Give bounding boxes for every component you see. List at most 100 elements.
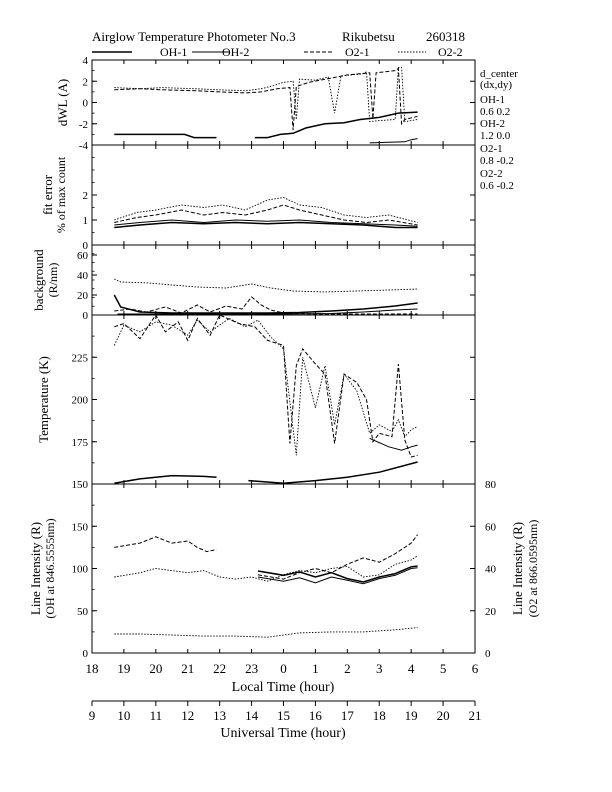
series-o2-1-fit-error: [114, 204, 418, 226]
chart-header: Airglow Temperature Photometer No.3 Riku…: [92, 29, 465, 44]
y-tick-label: 0: [83, 310, 89, 322]
local-tick-label: 3: [376, 661, 383, 676]
y-tick-label: 225: [72, 352, 89, 364]
y-tick-label: 150: [72, 479, 89, 491]
series-oh-1-fit-error: [114, 221, 418, 229]
y-axis-label-2: (R/nm): [46, 263, 60, 298]
y2-tick-label: 60: [485, 521, 497, 533]
series-oh-2-dwl: [369, 138, 418, 144]
series-oh-1-line-intensity: [257, 565, 418, 583]
local-tick-label: 23: [245, 661, 258, 676]
y2-axis-label: Line Intensity (R): [510, 522, 525, 615]
series-oh-1-background: [113, 294, 418, 314]
note-value-o2-2: 0.6 -0.2: [480, 180, 514, 192]
series-o2-2-temperature: [113, 317, 418, 456]
ut-tick-label: 13: [213, 708, 226, 723]
panel-temperature: 225 200 175 150 Temperature (K): [36, 314, 476, 491]
y-axis-label: background: [31, 249, 46, 311]
y-axis-label: Temperature (K): [36, 356, 51, 443]
ut-tick-label: 17: [341, 708, 355, 723]
note-value-o2-1: 0.8 -0.2: [480, 155, 514, 167]
ut-axis-label: Universal Time (hour): [220, 726, 346, 741]
y-tick-label: 100: [72, 564, 89, 576]
y-tick-label: 1: [83, 215, 89, 227]
series-o2-2-dwl: [114, 66, 418, 123]
series-o2-1-line-intensity: [257, 534, 418, 580]
y-tick-label: 20: [77, 290, 89, 302]
series-o2-2-line-intensity: [114, 627, 418, 638]
date-label: 260318: [426, 29, 465, 44]
series-o2-1-temperature: [114, 315, 418, 458]
local-tick-label: 18: [86, 661, 99, 676]
local-tick-label: 5: [440, 661, 447, 676]
note-label-oh-1: OH-1: [480, 94, 505, 106]
ut-tick-label: 14: [245, 708, 259, 723]
y-tick-label: 2: [83, 76, 89, 88]
legend: OH-1 OH-2 O2-1 O2-2: [92, 45, 463, 59]
y-tick-label: 200: [72, 395, 89, 407]
note-label-o2-1: O2-1: [480, 143, 503, 155]
ut-tick-label: 18: [373, 708, 386, 723]
panel-frame-background: [91, 244, 476, 316]
note-label-o2-2: O2-2: [480, 168, 503, 180]
panel-dwl: 4 2 0 -2 -4 dWL (A): [55, 55, 476, 152]
series-oh-2-fit-error: [114, 219, 418, 227]
panel-background: 60 40 20 0 background (R/nm): [31, 244, 476, 322]
y-tick-label: 0: [83, 240, 89, 252]
ut-tick-label: 10: [117, 708, 130, 723]
local-tick-label: 4: [408, 661, 415, 676]
series-o2-2-line-intensity: [114, 555, 418, 582]
y2-tick-label: 40: [485, 564, 497, 576]
series-o2-1-dwl: [114, 67, 418, 131]
ut-tick-label: 20: [437, 708, 450, 723]
local-tick-label: 22: [213, 661, 226, 676]
local-tick-label: 6: [472, 661, 479, 676]
y-tick-label: 2: [83, 190, 89, 202]
y2-tick-label: 0: [485, 648, 491, 660]
y-tick-label: 50: [77, 606, 89, 618]
ut-tick-label: 11: [150, 708, 163, 723]
y-axis-label: Line Intensity (R): [28, 522, 43, 615]
panel-fit-error: 2 1 0 fit error% of max count: [40, 144, 476, 252]
panel-frame-temperature: [91, 314, 476, 485]
note-heading: d_center: [480, 68, 518, 80]
legend-label-o2-2: O2-2: [438, 45, 463, 59]
y-axis-label: fit error: [40, 174, 55, 215]
ut-tick-label: 19: [405, 708, 418, 723]
ut-tick-label: 15: [277, 708, 290, 723]
legend-label-oh-2: OH-2: [222, 45, 249, 59]
chart-title: Airglow Temperature Photometer No.3: [92, 29, 296, 44]
y-tick-label: 150: [72, 521, 89, 533]
y2-axis-label-2: (O2 at 866.0595nm): [526, 520, 540, 618]
series-oh-1-dwl: [114, 133, 217, 139]
note-value-oh-2: 1.2 0.0: [480, 130, 511, 142]
ut-tick-label: 21: [469, 708, 482, 723]
legend-label-o2-1: O2-1: [345, 45, 370, 59]
local-tick-label: 19: [117, 661, 130, 676]
y-tick-label: 40: [77, 270, 89, 282]
y-tick-label: 60: [77, 250, 89, 262]
y-tick-label: 175: [72, 437, 89, 449]
panel-frame-dwl: [91, 59, 476, 146]
series-o2-1-background: [114, 296, 418, 315]
y-axis-label-2: (OH at 846.5555nm): [43, 518, 57, 618]
fit-center-note: d_center(dx,dy)OH-10.6 0.2OH-21.2 0.0O2-…: [480, 68, 518, 192]
ut-tick-label: 9: [89, 708, 96, 723]
note-subheading: (dx,dy): [480, 79, 512, 91]
series-o2-2-fit-error: [114, 197, 418, 223]
series-oh-1-temperature: [248, 461, 418, 484]
local-tick-label: 2: [344, 661, 351, 676]
y2-tick-label: 80: [485, 479, 497, 491]
y-tick-label: -4: [79, 140, 89, 152]
series-o2-1-line-intensity: [114, 536, 217, 553]
panel-frame-fit-error: [91, 144, 476, 246]
y-tick-label: 0: [83, 648, 89, 660]
series-oh-1-temperature: [114, 474, 217, 484]
local-tick-label: 20: [149, 661, 162, 676]
local-tick-label: 0: [280, 661, 287, 676]
